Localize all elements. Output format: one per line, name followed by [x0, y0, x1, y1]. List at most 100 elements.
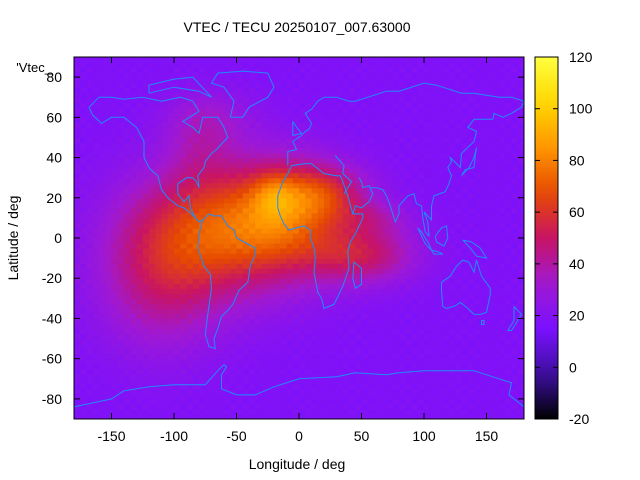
heat-cell: [167, 238, 175, 244]
heat-cell: [149, 112, 156, 118]
heat-cell: [486, 278, 494, 284]
heat-cell: [461, 278, 469, 284]
heat-cell: [492, 137, 500, 144]
heat-cell: [74, 77, 81, 83]
heat-cell: [449, 107, 456, 113]
heat-cell: [130, 152, 138, 159]
heat-cell: [311, 132, 319, 139]
heat-cell: [380, 298, 388, 304]
heat-cell: [155, 112, 163, 118]
heat-cell: [367, 182, 375, 189]
heat-cell: [474, 142, 481, 149]
heat-cell: [224, 157, 231, 164]
heat-cell: [186, 393, 194, 400]
heat-cell: [230, 82, 238, 88]
heat-cell: [186, 92, 194, 98]
heat-cell: [511, 368, 519, 375]
heat-cell: [317, 102, 325, 108]
heat-cell: [486, 142, 494, 149]
heat-cell: [474, 313, 481, 320]
heat-cell: [124, 298, 131, 304]
heat-cell: [499, 92, 506, 98]
heat-cell: [224, 97, 231, 103]
heat-cell: [461, 353, 469, 360]
heat-cell: [92, 172, 100, 179]
heat-cell: [155, 157, 163, 164]
heat-cell: [492, 122, 500, 128]
heat-cell: [217, 92, 225, 98]
heat-cell: [267, 217, 275, 224]
heat-cell: [230, 232, 238, 239]
heat-cell: [111, 273, 119, 279]
heat-cell: [517, 253, 524, 259]
heat-cell: [405, 348, 413, 355]
heat-cell: [130, 288, 138, 294]
heat-cell: [92, 273, 100, 279]
heat-cell: [149, 97, 156, 103]
heat-cell: [236, 258, 244, 264]
heat-cell: [249, 127, 256, 134]
heat-cell: [224, 288, 231, 294]
heat-cell: [430, 278, 438, 284]
heat-cell: [261, 117, 269, 123]
heat-cell: [292, 152, 300, 159]
heat-cell: [286, 323, 294, 330]
heat-cell: [224, 343, 231, 350]
heat-cell: [242, 258, 250, 264]
heat-cell: [255, 358, 263, 365]
heat-cell: [199, 363, 206, 370]
heat-cell: [374, 378, 381, 385]
heat-cell: [505, 263, 513, 269]
heat-cell: [511, 378, 519, 385]
heat-cell: [180, 328, 188, 335]
heat-cell: [149, 202, 156, 209]
heat-cell: [442, 373, 450, 380]
heat-cell: [92, 303, 100, 309]
heat-cell: [511, 343, 519, 350]
heat-cell: [492, 117, 500, 123]
heat-cell: [205, 122, 213, 128]
heat-cell: [436, 388, 444, 395]
heat-cell: [474, 157, 481, 164]
heat-cell: [274, 82, 281, 88]
heat-cell: [74, 243, 81, 249]
heat-cell: [224, 187, 231, 194]
heat-cell: [261, 298, 269, 304]
heat-cell: [392, 187, 400, 194]
heat-cell: [349, 192, 356, 199]
heat-cell: [167, 172, 175, 179]
heat-cell: [492, 217, 500, 224]
heat-cell: [255, 122, 263, 128]
heat-cell: [280, 147, 288, 154]
heat-cell: [399, 268, 406, 274]
heat-cell: [280, 413, 288, 419]
heat-cell: [430, 212, 438, 219]
heat-cell: [167, 363, 175, 370]
heat-cell: [442, 97, 450, 103]
heat-cell: [105, 363, 113, 370]
heat-cell: [442, 333, 450, 340]
heat-cell: [242, 182, 250, 189]
heat-cell: [155, 258, 163, 264]
heat-cell: [186, 217, 194, 224]
heat-cell: [430, 182, 438, 189]
heat-cell: [349, 117, 356, 123]
heat-cell: [505, 162, 513, 169]
heat-cell: [136, 142, 144, 149]
heat-cell: [411, 162, 419, 169]
heat-cell: [142, 137, 150, 144]
heat-cell: [230, 403, 238, 410]
heat-cell: [455, 358, 463, 365]
heat-cell: [80, 323, 88, 330]
heat-cell: [161, 212, 169, 219]
heat-cell: [474, 137, 481, 144]
heat-cell: [161, 298, 169, 304]
heat-cell: [180, 343, 188, 350]
heat-cell: [436, 243, 444, 249]
heat-cell: [317, 217, 325, 224]
heat-cell: [86, 82, 94, 88]
heat-cell: [467, 413, 475, 419]
heat-cell: [192, 308, 200, 315]
heat-cell: [236, 283, 244, 289]
heat-cell: [205, 152, 213, 159]
